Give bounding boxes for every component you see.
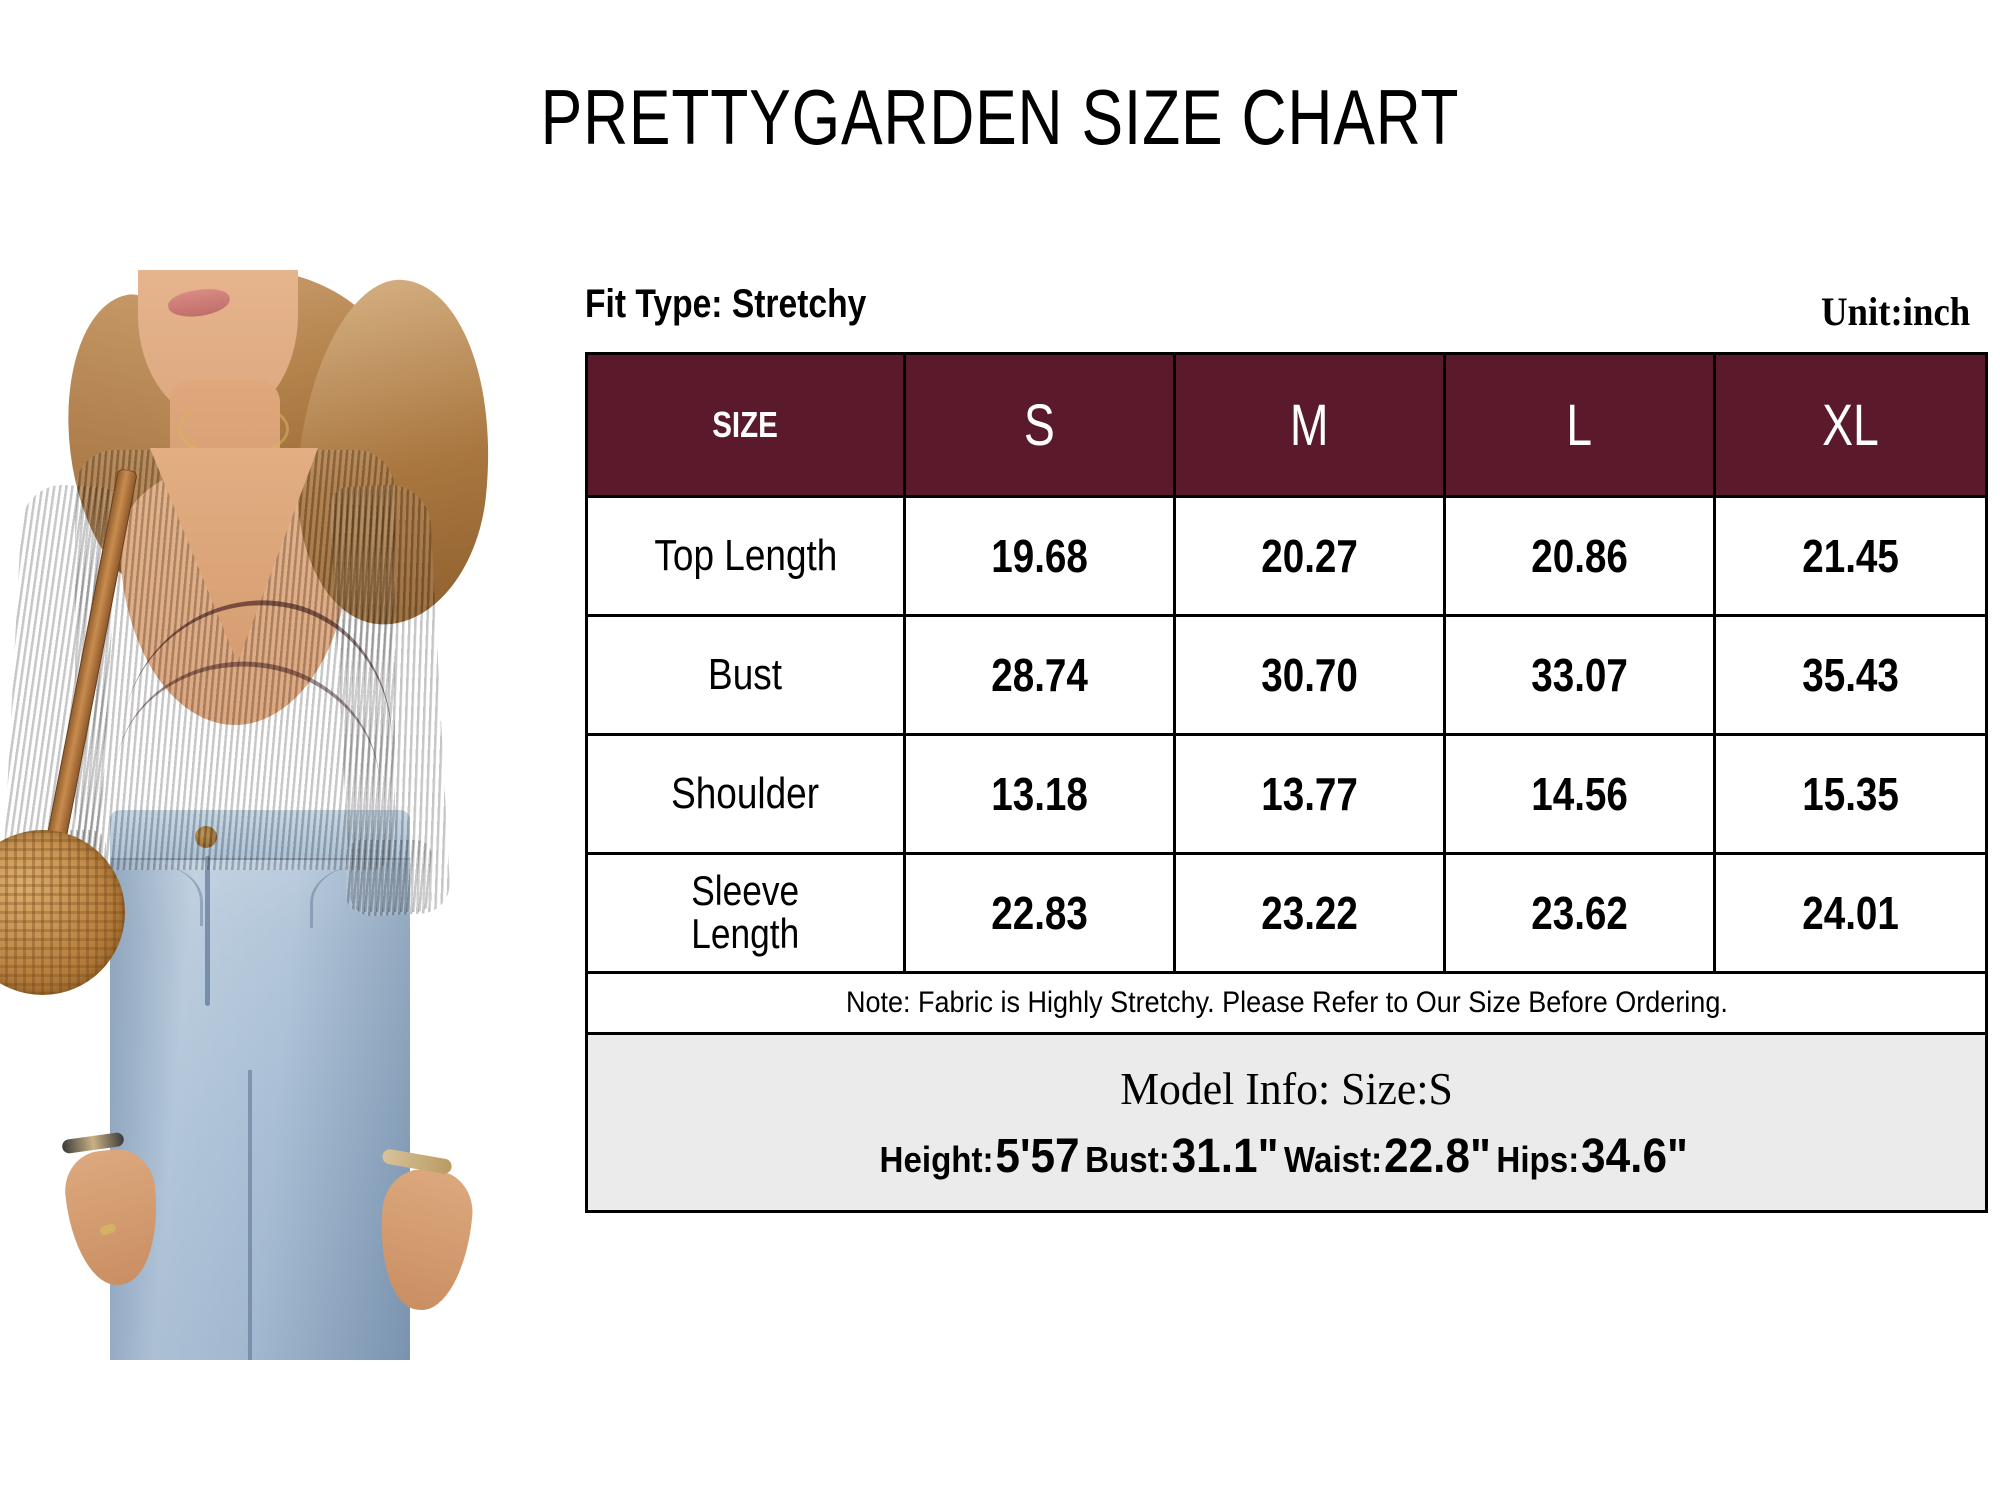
measurement-value: 35.43 (1802, 649, 1899, 701)
header-row: SIZE S M L XL (585, 352, 1988, 498)
value-cell: 33.07 (1443, 614, 1716, 736)
value-cell: 28.74 (903, 614, 1176, 736)
row-label-cell: Top Length (585, 495, 906, 617)
measurement-value: 13.77 (1261, 768, 1358, 820)
page-title: PRETTYGARDEN SIZE CHART (540, 73, 1460, 161)
value-cell: 24.01 (1713, 852, 1988, 974)
fit-type-label: Fit Type: Stretchy (585, 282, 867, 326)
measurement-name: Shoulder (671, 768, 820, 818)
header-label-l: L (1566, 392, 1593, 458)
row-label-cell: Bust (585, 614, 906, 736)
value-cell: 20.27 (1173, 495, 1446, 617)
jeans-pocket-left (130, 866, 203, 926)
table-row: Bust 28.74 30.70 33.07 35.43 (585, 614, 1988, 736)
model-height-label: Height: (879, 1138, 994, 1180)
header-cell-s: S (903, 352, 1176, 498)
jeans-fly-seam (205, 856, 210, 1006)
model-waist-value: 22.8" (1384, 1129, 1491, 1183)
value-cell: 13.18 (903, 733, 1176, 855)
table-body: Top Length 19.68 20.27 20.86 21.45 Bust … (585, 495, 1988, 1213)
value-cell: 23.22 (1173, 852, 1446, 974)
table-row: Sleeve Length 22.83 23.22 23.62 24.01 (585, 852, 1988, 974)
table-header: SIZE S M L XL (585, 352, 1988, 498)
measurement-value: 13.18 (991, 768, 1088, 820)
product-photo (0, 270, 580, 1360)
value-cell: 13.77 (1173, 733, 1446, 855)
header-label-s: S (1024, 392, 1055, 458)
jeans-waistband (110, 810, 410, 860)
measurement-value: 15.35 (1802, 768, 1899, 820)
fit-type-row: Fit Type: Stretchy Unit:inch (585, 282, 1970, 342)
measurement-value: 19.68 (991, 530, 1088, 582)
value-cell: 14.56 (1443, 733, 1716, 855)
measurement-value: 22.83 (991, 887, 1088, 939)
model-bust-label: Bust: (1085, 1138, 1170, 1180)
measurement-value: 20.86 (1531, 530, 1628, 582)
model-info-title: Model Info: Size:S (1120, 1062, 1453, 1114)
size-note-text: Note: Fabric is Highly Stretchy. Please … (845, 986, 1728, 1019)
measurement-value: 30.70 (1261, 649, 1358, 701)
jeans-pocket-right (310, 866, 393, 928)
measurement-value: 33.07 (1531, 649, 1628, 701)
model-hips-value: 34.6" (1581, 1129, 1688, 1183)
measurement-value: 21.45 (1802, 530, 1899, 582)
table-row: Top Length 19.68 20.27 20.86 21.45 (585, 495, 1988, 617)
note-row: Note: Fabric is Highly Stretchy. Please … (585, 971, 1988, 1035)
value-cell: 35.43 (1713, 614, 1988, 736)
header-cell-size: SIZE (585, 352, 906, 498)
value-cell: 21.45 (1713, 495, 1988, 617)
measurement-value: 28.74 (991, 649, 1088, 701)
measurement-value: 24.01 (1802, 887, 1899, 939)
measurement-value: 20.27 (1261, 530, 1358, 582)
measurement-value: 23.62 (1531, 887, 1628, 939)
unit-label: Unit:inch (1820, 289, 1970, 334)
row-label-cell: Shoulder (585, 733, 906, 855)
measurement-name-line1: Sleeve (691, 867, 800, 915)
header-cell-m: M (1173, 352, 1446, 498)
sleeve-cuff-right (346, 840, 432, 912)
table-row: Shoulder 13.18 13.77 14.56 15.35 (585, 733, 1988, 855)
measurement-name-line2: Length (691, 910, 800, 957)
value-cell: 15.35 (1713, 733, 1988, 855)
jeans-button (195, 826, 217, 848)
model-hips-label: Hips: (1496, 1138, 1580, 1180)
model-measurements: Height:5'57 Bust:31.1" Waist:22.8" Hips:34.… (644, 1129, 1929, 1184)
model-info-row: Model Info: Size:S Height:5'57 Bust:31.1"… (585, 1032, 1988, 1213)
size-chart-table: SIZE S M L XL Top Length 19.68 20.27 20.… (585, 352, 1988, 1213)
header-label-m: M (1290, 392, 1329, 458)
row-label-cell: Sleeve Length (585, 852, 906, 974)
value-cell: 23.62 (1443, 852, 1716, 974)
header-cell-l: L (1443, 352, 1716, 498)
header-label-xl: XL (1822, 392, 1879, 458)
value-cell: 30.70 (1173, 614, 1446, 736)
model-bust-value: 31.1" (1171, 1129, 1279, 1183)
jeans-inseam (248, 1070, 252, 1360)
value-cell: 19.68 (903, 495, 1176, 617)
model-height-value: 5'57 (995, 1129, 1080, 1183)
model-waist-label: Waist: (1284, 1138, 1383, 1180)
measurement-name: Top Length (654, 530, 837, 580)
note-cell: Note: Fabric is Highly Stretchy. Please … (585, 971, 1988, 1035)
measurement-value: 14.56 (1531, 768, 1628, 820)
value-cell: 22.83 (903, 852, 1176, 974)
model-info-cell: Model Info: Size:S Height:5'57 Bust:31.1"… (585, 1032, 1988, 1213)
value-cell: 20.86 (1443, 495, 1716, 617)
measurement-name: Bust (708, 649, 783, 699)
header-cell-xl: XL (1713, 352, 1988, 498)
header-label-size: SIZE (712, 404, 779, 445)
measurement-value: 23.22 (1261, 887, 1358, 939)
